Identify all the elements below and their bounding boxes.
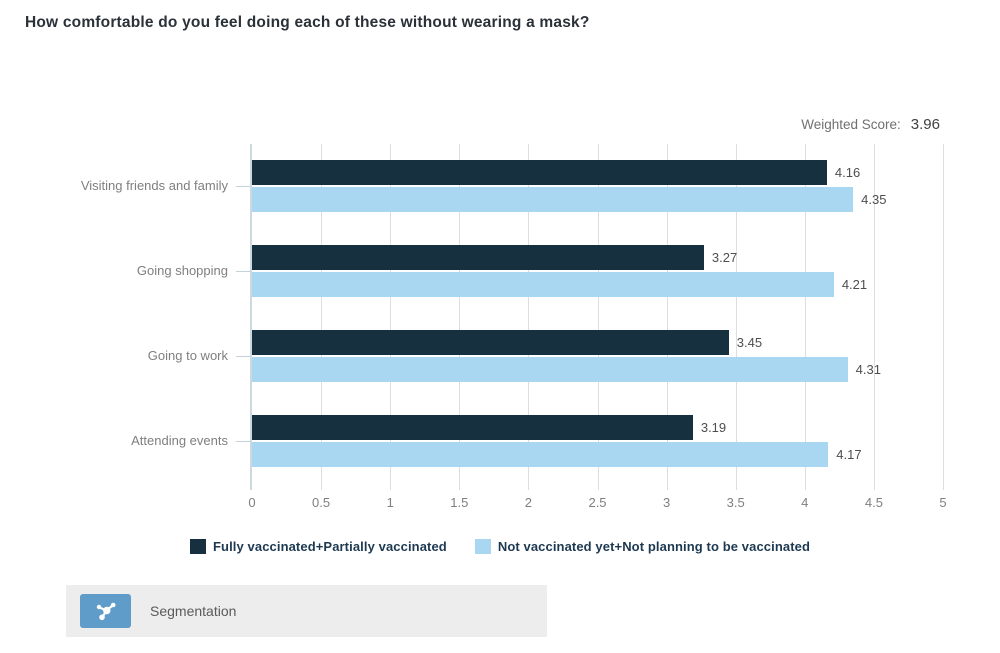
gridline (528, 144, 530, 490)
weighted-score-label: Weighted Score: (801, 117, 901, 132)
x-axis-tick-label: 0 (248, 495, 256, 510)
bar-series-1 (252, 160, 827, 185)
x-axis-tick-label: 2 (524, 495, 533, 510)
x-axis-tick-label: 2.5 (588, 495, 607, 510)
x-axis-tick-label: 1 (386, 495, 394, 510)
bar-value-label: 4.21 (841, 277, 868, 292)
gridline (873, 144, 875, 490)
segmentation-network-icon (93, 599, 119, 623)
bar-series-2 (252, 357, 848, 382)
gridline (804, 144, 806, 490)
x-axis-tick-label: 3.5 (726, 495, 745, 510)
x-axis-tick-label: 5 (939, 495, 947, 510)
bar-series-2 (252, 187, 854, 212)
legend-swatch (189, 539, 206, 554)
x-axis-tick-label: 4 (801, 495, 809, 510)
bar-value-label: 4.17 (836, 447, 862, 462)
weighted-score: Weighted Score: 3.96 (801, 116, 940, 133)
legend: Fully vaccinated+Partially vaccinated Not… (0, 539, 1000, 554)
x-axis-tick-label: 4.5 (864, 495, 883, 510)
x-axis-tick-label: 0.5 (312, 495, 331, 510)
gridline (597, 144, 599, 490)
category-tick (236, 186, 250, 187)
bar-value-label: 3.27 (711, 250, 738, 265)
gridline (390, 144, 392, 490)
segmentation-panel[interactable]: Segmentation (66, 585, 547, 637)
category-tick (236, 356, 250, 357)
bar-series-2 (252, 442, 829, 467)
segmentation-button[interactable] (80, 594, 131, 628)
bar-series-1 (252, 415, 693, 440)
bar-series-1 (252, 245, 704, 270)
page-title: How comfortable do you feel doing each o… (25, 14, 590, 31)
legend-label: Not vaccinated yet+Not planning to be va… (497, 539, 811, 554)
category-label: Going shopping (136, 263, 228, 278)
category-label: Attending events (131, 433, 228, 448)
gridline (735, 144, 737, 490)
bar-value-label: 4.35 (861, 192, 887, 207)
category-label: Visiting friends and family (80, 178, 228, 193)
x-axis-tick-label: 1.5 (450, 495, 469, 510)
gridline (459, 144, 461, 490)
legend-swatch (474, 539, 491, 554)
bar-value-label: 4.16 (834, 165, 861, 180)
bar-series-1 (252, 330, 729, 355)
bar-value-label: 4.31 (855, 362, 881, 377)
x-axis-tick-label: 3 (662, 495, 671, 510)
gridline (321, 144, 323, 490)
weighted-score-value: 3.96 (910, 116, 940, 133)
x-axis-zero-line (250, 144, 252, 490)
category-label: Going to work (147, 348, 228, 363)
legend-item-series-1[interactable]: Fully vaccinated+Partially vaccinated (189, 539, 447, 554)
gridline (666, 144, 668, 490)
legend-item-series-2[interactable]: Not vaccinated yet+Not planning to be va… (474, 539, 811, 554)
segmentation-label: Segmentation (150, 603, 237, 619)
category-tick (236, 271, 250, 272)
gridline (943, 144, 944, 490)
bar-series-2 (252, 272, 834, 297)
bar-value-label: 3.19 (700, 420, 727, 435)
legend-label: Fully vaccinated+Partially vaccinated (212, 539, 447, 554)
category-tick (236, 441, 250, 442)
bar-value-label: 3.45 (736, 335, 763, 350)
